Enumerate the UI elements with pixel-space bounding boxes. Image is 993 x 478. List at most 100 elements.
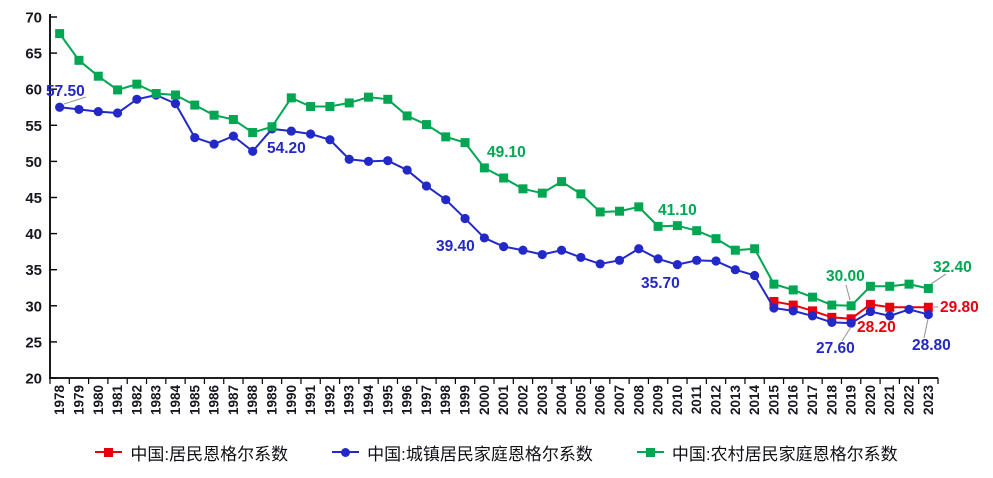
data-label-urban-1978: 57.50 [46,83,85,100]
data-point-urban [730,265,740,275]
data-point-rural [460,138,470,148]
data-point-rural [228,115,238,125]
rural-series-marker-icon [636,447,664,458]
data-point-rural [74,55,84,65]
x-axis-tick-label: 2004 [554,385,569,416]
x-axis-tick-label: 1981 [110,385,125,416]
data-point-rural [557,177,567,187]
data-point-rural [151,89,161,99]
data-point-rural [248,128,258,138]
data-point-national [885,302,895,312]
x-axis-tick-label: 2011 [689,385,704,415]
data-label-leader-line [923,318,929,339]
data-point-urban [441,195,451,205]
data-point-urban [827,317,837,328]
data-point-rural [672,221,682,231]
data-point-urban [499,241,509,252]
legend-label-national: 中国:居民恩格尔系数 [130,444,289,464]
data-point-rural [537,188,547,198]
data-point-urban [93,106,103,117]
data-point-urban [112,108,123,118]
data-point-rural [286,93,296,103]
data-label-leader-line [63,96,87,105]
x-axis-tick-label: 2020 [863,385,878,415]
data-point-rural [576,189,586,199]
data-point-rural [344,98,354,108]
x-axis-tick-label: 1996 [400,385,415,416]
data-point-urban [885,311,895,321]
y-axis-tick-label: 25 [25,334,42,351]
data-point-rural [827,300,837,310]
data-label-rural-2023: 32.40 [933,259,972,276]
data-point-rural [402,111,412,121]
y-axis-tick-label: 70 [25,10,42,27]
data-point-urban [672,260,682,270]
y-axis-tick-label: 65 [25,46,42,63]
x-axis-tick-label: 1993 [342,385,357,416]
x-axis-tick-label: 1995 [380,385,395,416]
x-axis-tick-label: 2015 [766,385,781,416]
data-label-leader-line [841,326,852,342]
data-point-rural [55,29,65,39]
data-point-rural [364,92,374,102]
data-point-urban [788,306,798,316]
data-point-rural [846,301,856,311]
data-point-national [923,302,933,312]
x-axis-tick-label: 2014 [747,385,762,416]
x-axis-tick-label: 1988 [245,385,260,416]
x-axis-tick-label: 1986 [207,385,222,416]
data-point-national [827,312,837,322]
data-point-urban [923,309,933,320]
data-label-national-2019: 28.20 [857,319,896,336]
data-label-leader-line [845,284,851,301]
data-point-rural [325,102,335,112]
x-axis-tick-label: 2017 [805,385,820,415]
legend-label-urban: 中国:城镇居民家庭恩格尔系数 [367,444,593,464]
x-axis-tick-label: 2001 [496,385,511,416]
x-axis-tick-label: 1980 [91,385,106,415]
x-axis-tick-label: 1998 [438,385,453,416]
x-axis-tick-label: 1979 [71,385,86,415]
y-axis-tick-label: 40 [25,226,42,243]
data-point-urban [363,156,374,166]
x-axis-tick-label: 1999 [458,385,473,415]
data-point-rural [306,102,316,112]
x-axis-tick-label: 2002 [515,385,530,415]
x-axis-tick-label: 1982 [129,385,144,415]
series-line-rural [58,33,929,307]
data-point-urban [653,254,663,264]
data-point-rural [634,202,644,212]
data-point-urban [634,244,644,254]
national-series-marker-icon [95,447,123,458]
legend-label-rural: 中国:农村居民家庭恩格尔系数 [671,444,898,464]
data-point-rural [595,207,605,217]
x-axis-tick-label: 2009 [651,385,666,415]
data-point-urban [228,131,238,141]
data-label-rural-2010: 41.10 [658,202,697,219]
x-axis-tick-label: 1978 [52,385,67,416]
data-label-urban-2019: 27.60 [816,340,855,357]
data-point-rural [93,71,103,81]
data-point-urban [383,156,393,166]
data-point-urban [537,249,547,260]
data-point-urban [286,126,296,136]
data-point-rural [750,244,760,254]
data-point-urban [325,135,335,145]
data-label-urban-1990: 54.20 [267,140,306,157]
y-axis-tick-label: 35 [25,262,42,279]
x-axis-tick-label: 1992 [322,385,337,415]
y-axis-tick-label: 20 [25,371,42,388]
data-point-rural [421,120,431,130]
data-point-urban [614,255,625,265]
x-axis-tick-label: 2005 [573,385,588,416]
urban-series-marker-icon [332,447,360,458]
x-axis-tick-label: 2008 [631,385,646,416]
y-axis-tick-label: 45 [25,190,42,207]
x-axis-tick-label: 2019 [844,385,859,415]
data-point-rural [769,279,779,289]
data-point-rural [885,281,895,291]
data-point-urban [518,245,528,255]
data-point-urban [170,99,181,109]
data-point-rural [808,292,818,302]
